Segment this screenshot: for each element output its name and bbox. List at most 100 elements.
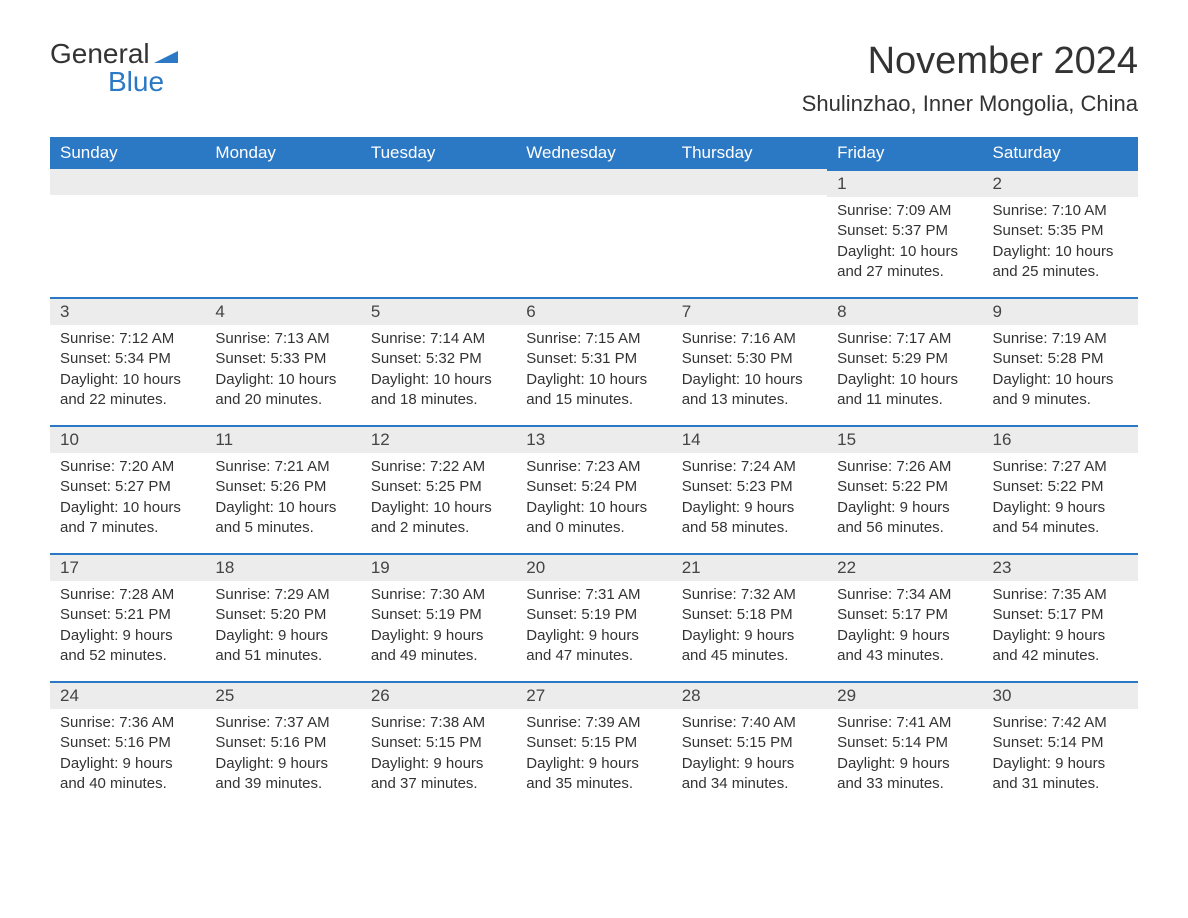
sunset-value: 5:23 PM xyxy=(737,478,793,495)
sunrise-value: 7:15 AM xyxy=(585,330,640,347)
sunset-label: Sunset: xyxy=(60,478,115,495)
sunset-label: Sunset: xyxy=(837,478,892,495)
sunrise: Sunrise: 7:19 AM xyxy=(993,329,1128,349)
sunset-value: 5:22 PM xyxy=(1048,478,1104,495)
sunset-label: Sunset: xyxy=(526,478,581,495)
sunrise: Sunrise: 7:42 AM xyxy=(993,713,1128,733)
sunrise-value: 7:23 AM xyxy=(585,458,640,475)
daylight-label: Daylight: xyxy=(526,499,589,516)
sunset-label: Sunset: xyxy=(215,606,270,623)
calendar-cell: 2Sunrise: 7:10 AMSunset: 5:35 PMDaylight… xyxy=(983,169,1138,297)
calendar-body: 1Sunrise: 7:09 AMSunset: 5:37 PMDaylight… xyxy=(50,169,1138,809)
daylight-label: Daylight: xyxy=(682,371,745,388)
sunrise-value: 7:27 AM xyxy=(1052,458,1107,475)
sunset-value: 5:30 PM xyxy=(737,350,793,367)
sunset-label: Sunset: xyxy=(526,350,581,367)
sunrise: Sunrise: 7:21 AM xyxy=(215,457,350,477)
day-number: 2 xyxy=(983,169,1138,197)
sunset: Sunset: 5:17 PM xyxy=(837,605,972,625)
sunset: Sunset: 5:34 PM xyxy=(60,349,195,369)
sunset-label: Sunset: xyxy=(993,222,1048,239)
sunset: Sunset: 5:14 PM xyxy=(993,733,1128,753)
sunrise-value: 7:40 AM xyxy=(741,714,796,731)
sunrise-label: Sunrise: xyxy=(526,714,585,731)
sunset-value: 5:34 PM xyxy=(115,350,171,367)
daylight-label: Daylight: xyxy=(371,499,434,516)
weekday-header: Thursday xyxy=(672,137,827,169)
sunset: Sunset: 5:28 PM xyxy=(993,349,1128,369)
calendar-cell: 8Sunrise: 7:17 AMSunset: 5:29 PMDaylight… xyxy=(827,297,982,425)
daylight-label: Daylight: xyxy=(837,627,900,644)
day-number: 14 xyxy=(672,425,827,453)
day-number: 4 xyxy=(205,297,360,325)
day-number: 11 xyxy=(205,425,360,453)
sunset: Sunset: 5:15 PM xyxy=(682,733,817,753)
daylight-label: Daylight: xyxy=(682,755,745,772)
sunset-value: 5:35 PM xyxy=(1048,222,1104,239)
sunrise-value: 7:19 AM xyxy=(1052,330,1107,347)
sunrise-label: Sunrise: xyxy=(993,330,1052,347)
daylight: Daylight: 9 hours and 33 minutes. xyxy=(837,754,972,795)
sunset: Sunset: 5:29 PM xyxy=(837,349,972,369)
sunrise-value: 7:31 AM xyxy=(585,586,640,603)
daylight-label: Daylight: xyxy=(215,499,278,516)
day-body: Sunrise: 7:38 AMSunset: 5:15 PMDaylight:… xyxy=(361,709,516,802)
sunrise-label: Sunrise: xyxy=(993,714,1052,731)
sunrise: Sunrise: 7:38 AM xyxy=(371,713,506,733)
sunrise-label: Sunrise: xyxy=(682,586,741,603)
daylight-label: Daylight: xyxy=(837,755,900,772)
day-number: 26 xyxy=(361,681,516,709)
sunrise-label: Sunrise: xyxy=(837,714,896,731)
daylight: Daylight: 10 hours and 13 minutes. xyxy=(682,370,817,411)
daylight: Daylight: 9 hours and 37 minutes. xyxy=(371,754,506,795)
sunset-label: Sunset: xyxy=(682,606,737,623)
daylight-label: Daylight: xyxy=(993,499,1056,516)
day-body: Sunrise: 7:39 AMSunset: 5:15 PMDaylight:… xyxy=(516,709,671,802)
daylight: Daylight: 9 hours and 56 minutes. xyxy=(837,498,972,539)
sunrise-label: Sunrise: xyxy=(837,458,896,475)
daylight-label: Daylight: xyxy=(993,755,1056,772)
sunset: Sunset: 5:32 PM xyxy=(371,349,506,369)
sunrise: Sunrise: 7:17 AM xyxy=(837,329,972,349)
sunset-value: 5:16 PM xyxy=(115,734,171,751)
sunset-label: Sunset: xyxy=(682,734,737,751)
sunrise-label: Sunrise: xyxy=(526,330,585,347)
day-body: Sunrise: 7:28 AMSunset: 5:21 PMDaylight:… xyxy=(50,581,205,674)
sunrise-value: 7:38 AM xyxy=(430,714,485,731)
day-body: Sunrise: 7:31 AMSunset: 5:19 PMDaylight:… xyxy=(516,581,671,674)
day-body: Sunrise: 7:17 AMSunset: 5:29 PMDaylight:… xyxy=(827,325,982,418)
weekday-header: Sunday xyxy=(50,137,205,169)
sunset: Sunset: 5:22 PM xyxy=(837,477,972,497)
calendar-cell xyxy=(672,169,827,297)
daylight: Daylight: 10 hours and 2 minutes. xyxy=(371,498,506,539)
weekday-header-row: SundayMondayTuesdayWednesdayThursdayFrid… xyxy=(50,137,1138,169)
daylight-label: Daylight: xyxy=(526,627,589,644)
sunrise-label: Sunrise: xyxy=(371,458,430,475)
day-number: 21 xyxy=(672,553,827,581)
day-number: 12 xyxy=(361,425,516,453)
day-number: 1 xyxy=(827,169,982,197)
sunrise: Sunrise: 7:10 AM xyxy=(993,201,1128,221)
sunrise-label: Sunrise: xyxy=(682,330,741,347)
sunrise-value: 7:39 AM xyxy=(585,714,640,731)
daylight: Daylight: 9 hours and 54 minutes. xyxy=(993,498,1128,539)
header: General Blue November 2024 Shulinzhao, I… xyxy=(50,40,1138,117)
day-number: 3 xyxy=(50,297,205,325)
daylight: Daylight: 9 hours and 43 minutes. xyxy=(837,626,972,667)
daylight: Daylight: 9 hours and 31 minutes. xyxy=(993,754,1128,795)
day-body: Sunrise: 7:24 AMSunset: 5:23 PMDaylight:… xyxy=(672,453,827,546)
sunrise-label: Sunrise: xyxy=(682,714,741,731)
sunset: Sunset: 5:15 PM xyxy=(371,733,506,753)
daylight: Daylight: 10 hours and 0 minutes. xyxy=(526,498,661,539)
day-body: Sunrise: 7:29 AMSunset: 5:20 PMDaylight:… xyxy=(205,581,360,674)
sunrise-label: Sunrise: xyxy=(60,586,119,603)
day-number: 6 xyxy=(516,297,671,325)
sunrise: Sunrise: 7:13 AM xyxy=(215,329,350,349)
sunrise-value: 7:14 AM xyxy=(430,330,485,347)
sunrise: Sunrise: 7:35 AM xyxy=(993,585,1128,605)
weekday-header: Wednesday xyxy=(516,137,671,169)
sunset: Sunset: 5:31 PM xyxy=(526,349,661,369)
day-number: 29 xyxy=(827,681,982,709)
sunrise: Sunrise: 7:32 AM xyxy=(682,585,817,605)
sunset-value: 5:17 PM xyxy=(1048,606,1104,623)
